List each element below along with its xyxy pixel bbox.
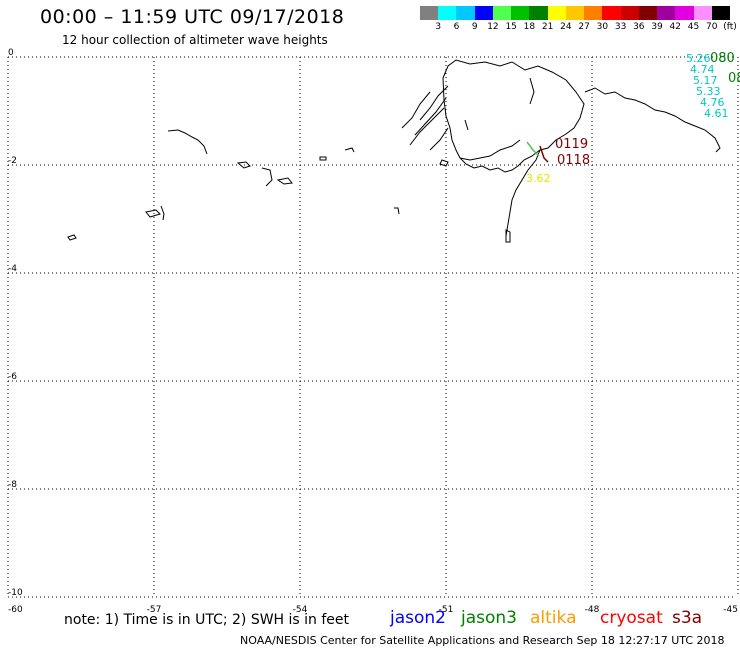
color-swatch — [602, 6, 621, 20]
coastline-lake — [529, 77, 535, 105]
color-scale-label: 39 — [651, 22, 663, 32]
coastline-brazil-mainland — [442, 59, 585, 173]
color-swatch — [565, 6, 585, 20]
island-2 — [236, 161, 251, 169]
island-4 — [276, 177, 293, 185]
color-scale-label: 9 — [471, 22, 478, 32]
annotation-label: 4.74 — [690, 63, 715, 76]
color-swatch — [474, 6, 493, 20]
color-swatch — [711, 6, 730, 20]
footer-credit: NOAA/NESDIS Center for Satellite Applica… — [240, 634, 725, 647]
color-scale-label: 24 — [560, 22, 572, 32]
color-scale-label: 15 — [505, 22, 517, 32]
island-10 — [394, 207, 400, 215]
color-swatch — [675, 6, 694, 20]
color-scale-label: 27 — [578, 22, 590, 32]
color-scale-bar — [420, 6, 730, 20]
coastline-coast-south — [459, 139, 521, 161]
color-scale-label: 33 — [614, 22, 627, 32]
color-scale-label: 12 — [487, 22, 499, 32]
coastline — [67, 59, 721, 243]
y-tick-label: -4 — [8, 264, 17, 274]
color-scale-label: 6 — [453, 22, 460, 32]
color-scale-labels: 3 6 9 12 15 18 21 24 27 30 33 36 39 42 45 70 (ft) — [420, 22, 736, 34]
color-scale-label: 45 — [687, 22, 700, 32]
color-swatch — [438, 6, 457, 20]
y-tick-label: -6 — [8, 372, 17, 382]
coastline-inner-lake — [464, 119, 469, 131]
island-5 — [145, 209, 161, 218]
color-swatch — [420, 6, 439, 20]
island-11 — [439, 159, 449, 167]
map-grid — [7, 56, 739, 598]
color-scale-label: 3 — [435, 22, 442, 32]
satellite-legend-jason2: jason2 — [390, 608, 446, 628]
x-tick-label: -57 — [147, 605, 162, 615]
island-8 — [319, 156, 327, 161]
annotation-label: 0119 — [555, 137, 588, 152]
island-6 — [160, 205, 165, 221]
track-jason3 — [526, 141, 540, 157]
annotation-label: 4.61 — [704, 107, 729, 120]
color-swatch — [620, 6, 639, 20]
island-7 — [67, 234, 77, 241]
map-title: 00:00 – 11:59 UTC 09/17/2018 — [40, 6, 345, 28]
y-tick-label: -2 — [8, 156, 17, 166]
color-swatch — [657, 6, 676, 20]
x-tick-label: -51 — [439, 605, 454, 615]
y-tick-label: 0 — [8, 48, 14, 58]
annotation-label: 08 — [728, 71, 740, 86]
coastline-east-coast — [505, 149, 541, 237]
color-scale-label: 70 — [706, 22, 718, 32]
satellite-legend-s3a: s3a — [672, 608, 703, 628]
y-tick-label: -8 — [8, 480, 17, 490]
x-tick-label: -45 — [723, 605, 738, 615]
axis-ticks: -60 -57 -54 -51 -48 -45 0 -2 -4 -6 -8 -10 — [8, 48, 738, 615]
satellite-legend-jason3: jason3 — [461, 608, 517, 628]
color-swatch — [456, 6, 475, 20]
color-scale-label: 42 — [669, 22, 682, 32]
color-swatch — [529, 6, 548, 20]
x-tick-label: -54 — [293, 605, 308, 615]
island-3 — [261, 167, 273, 187]
annotation-label: 0118 — [557, 153, 590, 168]
satellite-legend-cryosat: cryosat — [600, 608, 663, 628]
color-swatch — [492, 6, 512, 20]
y-tick-label: -10 — [8, 588, 23, 598]
coastline-north-coast — [584, 87, 721, 153]
annotation-label: 5.33 — [696, 85, 721, 98]
track-cryosat — [539, 145, 549, 163]
color-scale-label: (ft) — [723, 22, 737, 32]
satellite-legend-altika: altika — [530, 608, 577, 628]
x-tick-label: -48 — [585, 605, 600, 615]
color-swatch — [547, 6, 566, 20]
note-text: note: 1) Time is in UTC; 2) SWH is in fe… — [64, 612, 350, 628]
annotation-label: 5.17 — [693, 74, 718, 87]
x-tick-label: -60 — [8, 605, 23, 615]
color-scale-label: 36 — [633, 22, 645, 32]
color-swatch — [693, 6, 712, 20]
island-1 — [167, 129, 208, 155]
color-scale-label: 18 — [523, 22, 536, 32]
color-scale-label: 30 — [596, 22, 609, 32]
color-scale-label: 21 — [541, 22, 554, 32]
island-9 — [344, 147, 355, 153]
color-swatch — [584, 6, 603, 20]
map-subtitle: 12 hour collection of altimeter wave hei… — [62, 33, 328, 47]
annotation-label: 5.26 — [686, 52, 711, 65]
color-swatch — [638, 6, 658, 20]
color-swatch — [511, 6, 530, 20]
altimeter-track — [526, 141, 549, 163]
annotation-label: 080 — [710, 51, 735, 66]
annotation-label: 3.62 — [526, 172, 551, 185]
annotation-label: 4.76 — [700, 96, 725, 109]
island-12 — [505, 229, 511, 243]
coastline-river-delta-1 — [401, 85, 449, 151]
